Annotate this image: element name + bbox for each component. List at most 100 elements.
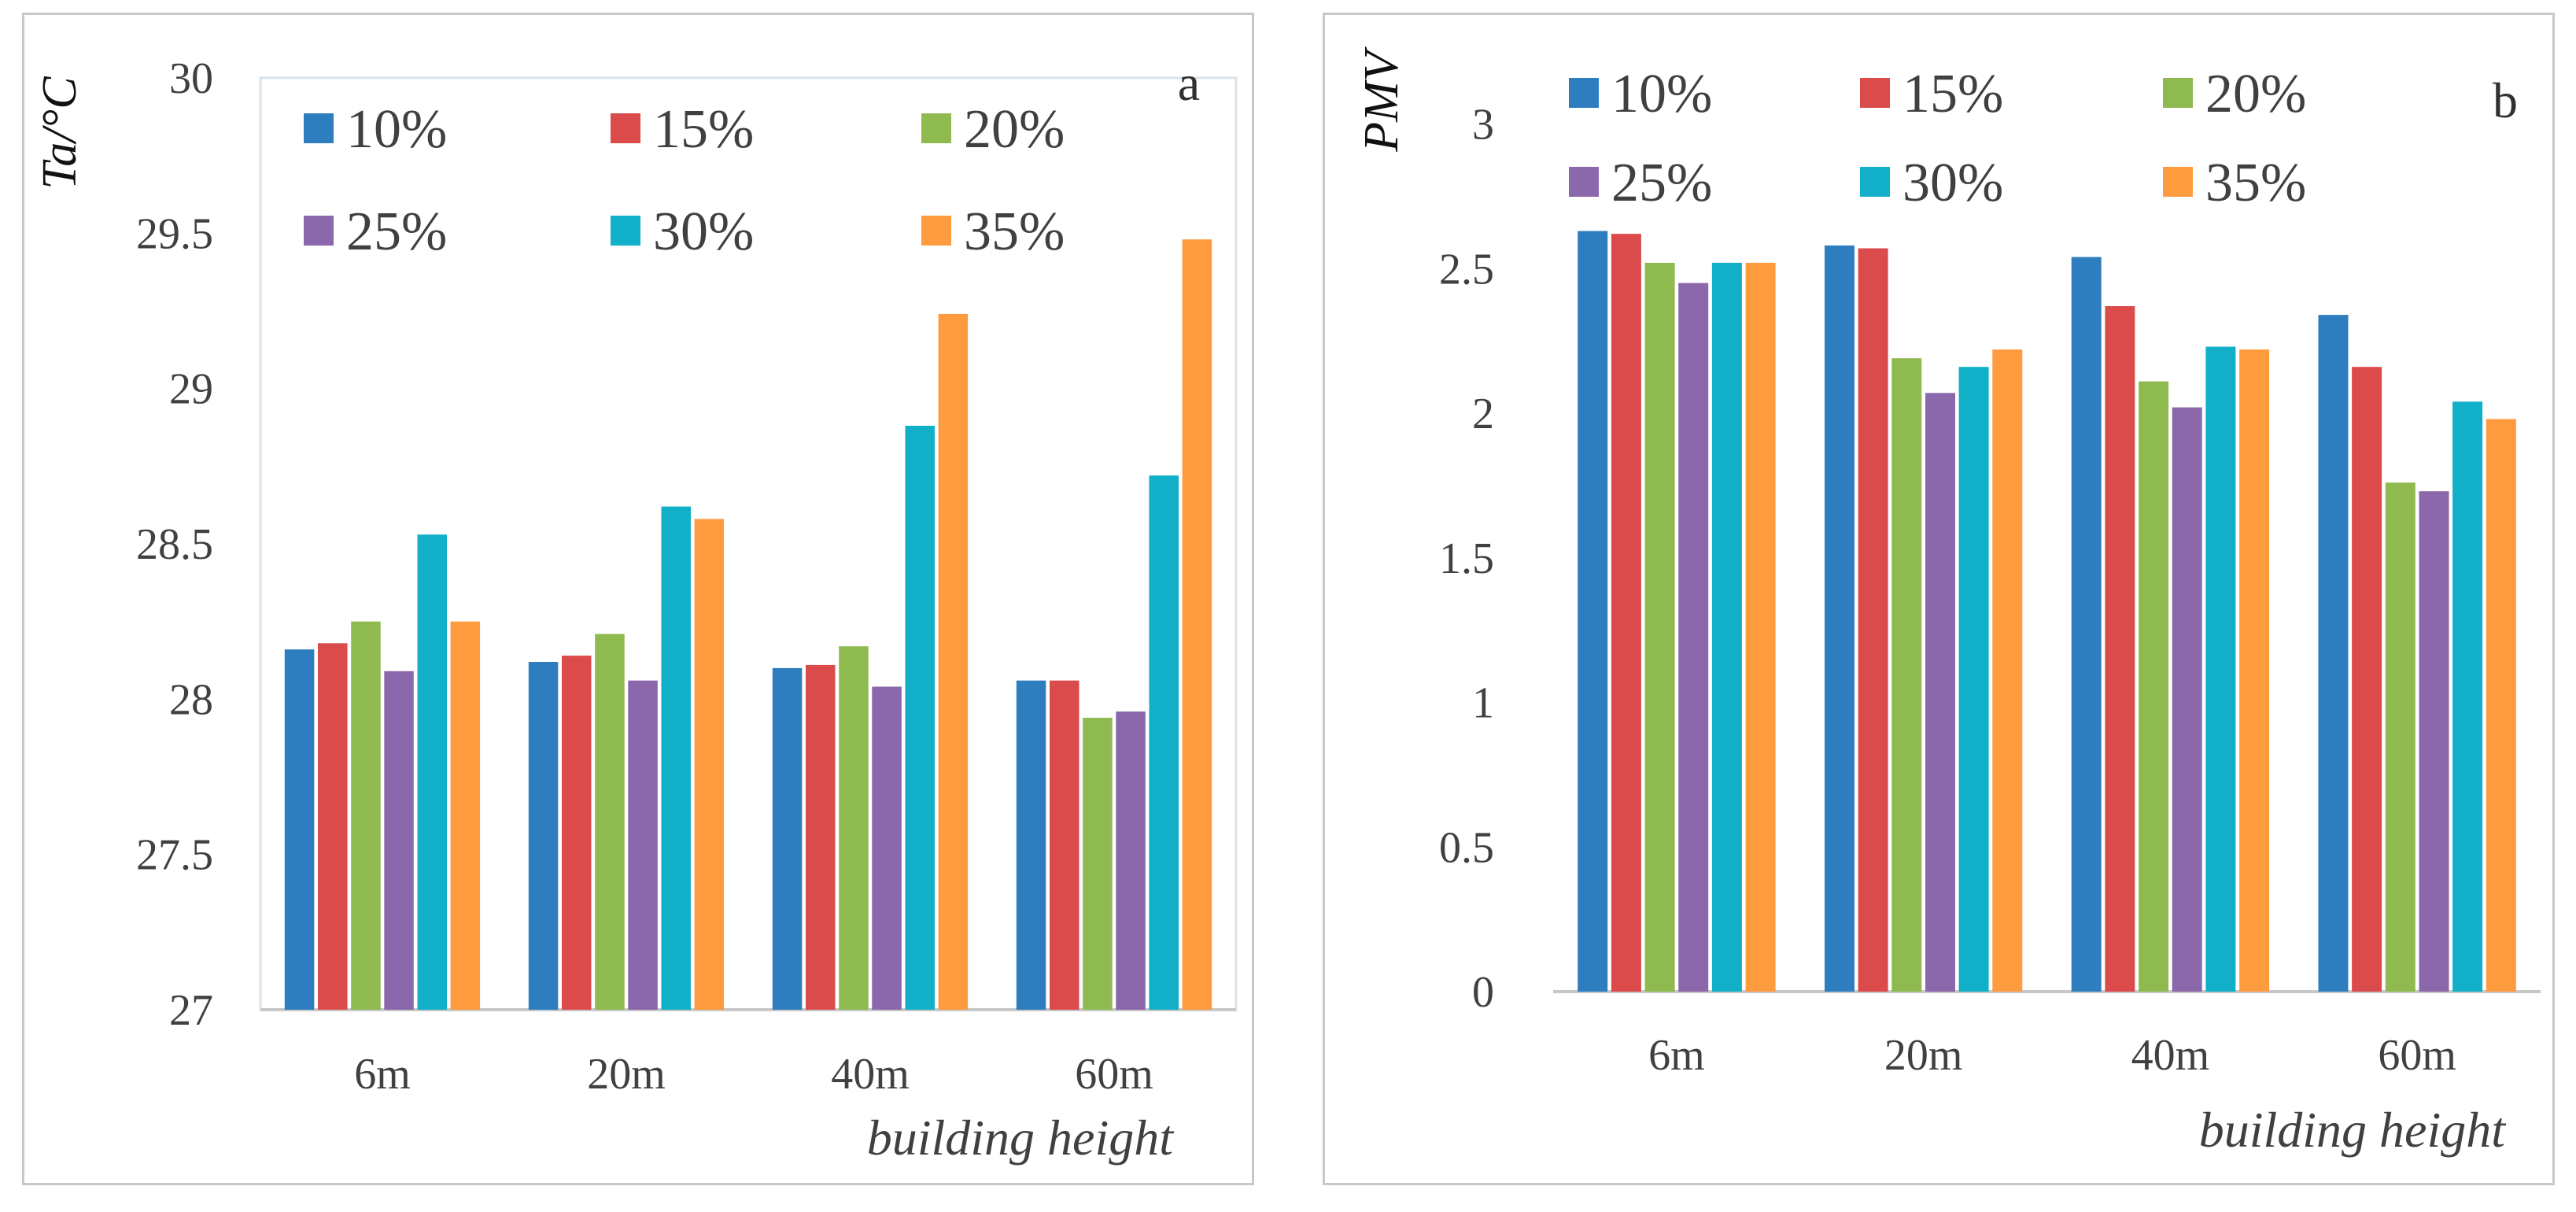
legend-label: 30% <box>1902 153 2003 213</box>
bar <box>562 656 592 1010</box>
legend-swatch <box>2163 78 2193 108</box>
bar <box>1149 475 1179 1010</box>
bar <box>1958 367 1989 992</box>
legend-label: 35% <box>964 201 1065 262</box>
bar <box>661 506 691 1010</box>
y-tick-label: 2 <box>1472 390 1494 438</box>
bar <box>2172 407 2202 992</box>
y-tick-label: 0 <box>1472 968 1494 1017</box>
bar <box>694 519 725 1010</box>
y-tick-label: 27.5 <box>136 831 213 880</box>
bar <box>595 634 625 1010</box>
chart-b-svg: 0 0.5 1 1.5 2 2.5 3 6m 20m 40m 60m building height P… <box>1355 46 2541 1158</box>
legend-swatch <box>921 216 951 246</box>
bar <box>772 667 803 1010</box>
bar <box>839 646 869 1010</box>
bar <box>938 313 969 1010</box>
legend-label: 10% <box>1611 64 1712 124</box>
bar <box>2139 381 2169 992</box>
legend-label: 20% <box>964 99 1065 160</box>
x-tick-label: 60m <box>2378 1031 2456 1080</box>
bar <box>1891 358 1922 992</box>
legend-label: 35% <box>2205 153 2306 213</box>
legend-swatch <box>1569 78 1599 108</box>
legend-swatch <box>611 216 640 246</box>
bar <box>2486 419 2516 992</box>
bar <box>872 686 902 1010</box>
y-axis-title: Ta/°C <box>33 76 87 190</box>
panel-label: b <box>2493 72 2518 128</box>
bar <box>2205 346 2236 992</box>
bar <box>1825 245 1854 992</box>
bar <box>2239 349 2270 992</box>
legend-swatch <box>1860 78 1890 108</box>
bar <box>528 662 559 1010</box>
legend-label: 20% <box>2205 64 2306 124</box>
legend-swatch <box>304 113 334 143</box>
bar <box>1050 680 1079 1010</box>
legend-swatch <box>611 113 640 143</box>
x-tick-label: 20m <box>1884 1031 1963 1080</box>
legend-label: 25% <box>346 201 447 262</box>
x-tick-label: 20m <box>587 1050 666 1099</box>
legend-swatch <box>304 216 334 246</box>
legend-label: 25% <box>1611 153 1712 213</box>
bar <box>1711 262 1742 992</box>
x-axis-title: building height <box>867 1110 1175 1166</box>
legend-swatch <box>921 113 951 143</box>
bar <box>1016 680 1046 1010</box>
y-tick-label: 1.5 <box>1439 534 1494 583</box>
x-tick-label: 40m <box>2131 1031 2210 1080</box>
y-tick-label: 3 <box>1472 101 1494 150</box>
y-tick-label: 30 <box>169 54 213 103</box>
legend-swatch <box>2163 167 2193 197</box>
bar <box>351 621 381 1010</box>
x-tick-label: 6m <box>354 1050 411 1099</box>
x-axis-title: building height <box>2199 1102 2508 1158</box>
bar <box>2352 367 2382 992</box>
bar <box>1182 239 1212 1010</box>
y-tick-label: 28.5 <box>136 520 213 569</box>
bar <box>318 643 348 1010</box>
bar <box>2105 306 2135 992</box>
y-tick-label: 28 <box>169 675 213 724</box>
bar <box>1678 283 1709 992</box>
x-tick-label: 60m <box>1075 1050 1153 1099</box>
chart-a-svg: 27 27.5 28 28.5 29 29.5 30 6m 20m 40m 60m building … <box>33 54 1238 1166</box>
bar <box>905 426 935 1010</box>
bar <box>1644 262 1675 992</box>
bar <box>1116 711 1146 1010</box>
x-tick-label: 6m <box>1648 1031 1705 1080</box>
y-tick-label: 2.5 <box>1439 245 1494 294</box>
bar <box>1083 718 1113 1010</box>
legend-label: 30% <box>653 201 754 262</box>
y-tick-label: 27 <box>169 986 213 1035</box>
bar <box>1858 248 1888 992</box>
chart-panel-b: 0 0.5 1 1.5 2 2.5 3 6m 20m 40m 60m building height P… <box>1323 13 2555 1185</box>
y-tick-label: 1 <box>1472 679 1494 728</box>
y-tick-label: 29 <box>169 365 213 414</box>
bar <box>2419 491 2449 992</box>
bar <box>2071 257 2102 992</box>
bar <box>806 664 836 1010</box>
y-axis-title: PMV <box>1355 46 1408 153</box>
y-tick-label: 0.5 <box>1439 823 1494 872</box>
bar <box>1745 262 1776 992</box>
bar <box>1611 234 1641 992</box>
legend-swatch <box>1860 167 1890 197</box>
bar <box>628 680 658 1010</box>
legend-label: 15% <box>1902 64 2003 124</box>
panel-label: a <box>1178 55 1200 111</box>
bar <box>2318 315 2349 992</box>
bar <box>2385 482 2415 992</box>
x-tick-label: 40m <box>831 1050 910 1099</box>
bar <box>1925 393 1955 992</box>
bar <box>384 671 414 1010</box>
legend-label: 10% <box>346 99 447 160</box>
bar <box>450 621 481 1010</box>
chart-panel-a: 27 27.5 28 28.5 29 29.5 30 6m 20m 40m 60m building … <box>22 13 1254 1185</box>
legend-label: 15% <box>653 99 754 160</box>
bar <box>1992 349 2023 992</box>
bar <box>2452 401 2483 992</box>
y-tick-label: 29.5 <box>136 209 213 258</box>
